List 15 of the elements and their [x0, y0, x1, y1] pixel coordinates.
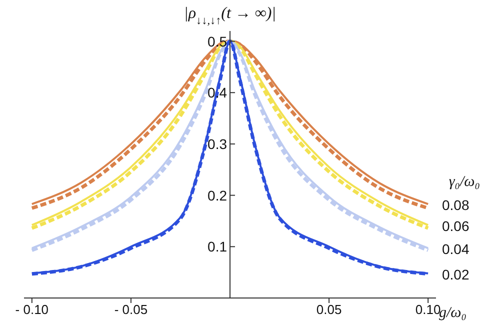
x-tick-label: - 0.10	[15, 302, 49, 318]
legend-title: γ₀/ω₀	[448, 174, 480, 190]
y-tick-label: 0.5	[208, 33, 228, 50]
series-label: 0.06	[442, 218, 470, 234]
y-tick-label: 0.1	[208, 238, 228, 255]
series-label: 0.04	[442, 241, 470, 258]
x-tick-label: - 0.05	[114, 302, 148, 318]
y-tick-label: 0.2	[208, 187, 228, 204]
series-label: 0.08	[442, 197, 470, 214]
series-label: 0.02	[442, 266, 470, 282]
x-axis-title: g/ω₀	[439, 305, 466, 321]
y-tick-label: 0.3	[208, 136, 228, 152]
x-tick-label: 0.05	[316, 302, 342, 318]
y-axis-title: |ρ$_{↓↓,↓↑}$(t → ∞)|	[184, 5, 276, 27]
x-tick-label: 0.10	[415, 302, 441, 318]
